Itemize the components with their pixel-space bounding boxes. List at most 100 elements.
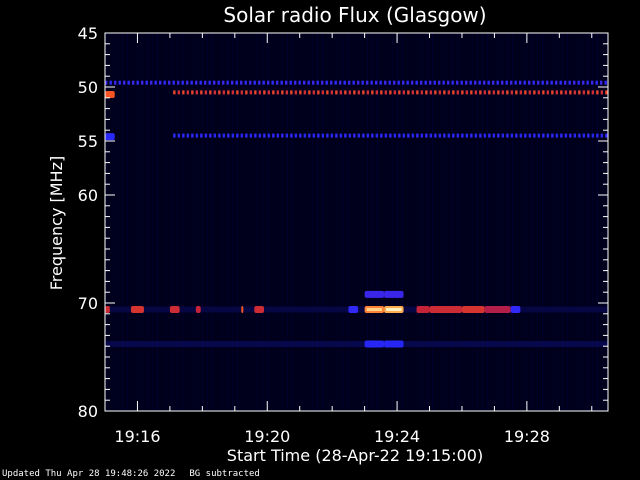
band-segment [371, 90, 374, 95]
band-segment [348, 133, 352, 138]
band-segment [429, 133, 433, 138]
band-segment [505, 80, 508, 85]
band-segment [551, 133, 554, 138]
band-segment [452, 90, 455, 95]
band-segment [587, 90, 590, 95]
band-segment [105, 80, 108, 85]
y-tick-label: 60 [78, 186, 98, 205]
band-segment [299, 133, 302, 138]
band-segment [388, 80, 391, 85]
x-axis: 19:16 19:20 19:24 19:28 [104, 33, 593, 446]
band-segment [339, 133, 343, 138]
band-segment [510, 90, 514, 95]
band-segment [420, 90, 424, 95]
band-segment [474, 80, 477, 85]
band-segment [600, 80, 603, 85]
band-segment [604, 80, 607, 85]
band-segment [380, 133, 383, 138]
band-segment [182, 90, 185, 95]
band-segment [595, 80, 598, 85]
band-segment [568, 80, 571, 85]
band-segment [524, 90, 527, 95]
band-segment [267, 133, 271, 138]
burst [105, 305, 110, 313]
band-segment [564, 90, 568, 95]
band-segment [492, 80, 495, 85]
band-segment [353, 133, 356, 138]
x-tick-label: 19:28 [504, 427, 550, 446]
band-segment [253, 80, 256, 85]
y-tick-label: 70 [78, 294, 98, 313]
band-segment [285, 90, 289, 95]
band-segment [411, 80, 414, 85]
band-segment [596, 90, 599, 95]
band-segment [474, 133, 478, 138]
x-axis-title: Start Time (28-Apr-22 19:15:00) [227, 446, 483, 465]
band-segment [564, 80, 567, 85]
band-segment [438, 133, 442, 138]
band-segment [218, 90, 221, 95]
band-segment [497, 133, 500, 138]
band-segment [366, 90, 370, 95]
band-segment [461, 133, 464, 138]
band-segment [483, 80, 486, 85]
burst [348, 305, 359, 313]
band-segment [348, 90, 352, 95]
y-tick-label: 55 [78, 132, 98, 151]
band-segment [344, 133, 347, 138]
band-segment [483, 90, 487, 95]
burst [169, 305, 180, 313]
band-segment [163, 80, 166, 85]
band-segment [262, 80, 265, 85]
band-segment [303, 90, 307, 95]
band-segment [321, 80, 324, 85]
band-segment [227, 90, 230, 95]
band-segment [375, 90, 379, 95]
band-segment [186, 133, 190, 138]
band-segment [249, 90, 253, 95]
band-segment [443, 133, 446, 138]
y-tick-label: 50 [78, 78, 98, 97]
band-segment [182, 133, 185, 138]
band-segment [460, 80, 463, 85]
band-segment [519, 80, 522, 85]
band-segment [416, 133, 419, 138]
band-segment [506, 133, 509, 138]
band-segment [397, 80, 400, 85]
y-tick-label: 80 [78, 402, 98, 421]
band-segment [524, 133, 527, 138]
band-segment [145, 80, 148, 85]
band-segment [321, 133, 325, 138]
band-segment [447, 80, 450, 85]
band-segment [573, 90, 577, 95]
band-segment [195, 80, 198, 85]
band-segment [312, 80, 315, 85]
band-segment [186, 90, 190, 95]
band-segment [132, 80, 135, 85]
band-segment [389, 90, 392, 95]
band-segment [560, 90, 563, 95]
band-segment [406, 80, 409, 85]
band-segment [231, 90, 235, 95]
band-segment [546, 133, 550, 138]
band-segment [438, 80, 441, 85]
band-segment [258, 133, 262, 138]
band-segment [586, 80, 589, 85]
band-segment [542, 90, 545, 95]
background-texture [107, 33, 608, 411]
band-segment [334, 80, 337, 85]
band-segment [366, 133, 370, 138]
band-segment [226, 80, 229, 85]
band-segment [344, 90, 347, 95]
band-segment [605, 90, 608, 95]
plot-frame [104, 32, 609, 412]
band-segment [447, 133, 451, 138]
band-segment [285, 80, 288, 85]
band-segment [596, 133, 599, 138]
band-segment [150, 80, 153, 85]
band-segment [578, 133, 581, 138]
band-segment [361, 80, 364, 85]
band-segment [276, 133, 280, 138]
footer: Updated Thu Apr 28 19:48:26 2022 BG subtr… [2, 469, 274, 479]
